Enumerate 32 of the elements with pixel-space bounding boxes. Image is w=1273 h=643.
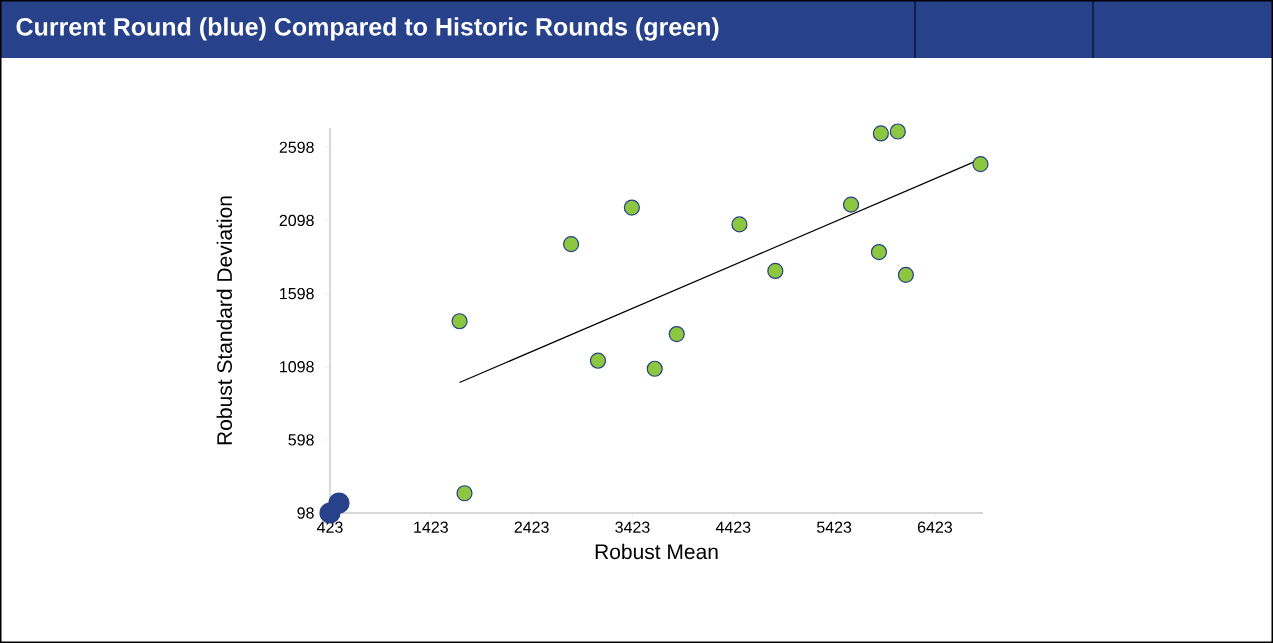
point (562, 236, 580, 253)
point (897, 266, 914, 283)
point (456, 485, 473, 502)
point (889, 123, 906, 140)
point (451, 313, 468, 330)
y-tick-label: 1098 (280, 361, 314, 373)
y-tick-label: 1598 (280, 287, 314, 300)
y-tick-label: 2598 (279, 141, 314, 153)
point (972, 156, 989, 173)
point (646, 360, 663, 377)
point (328, 492, 350, 514)
y-tick-label: 598 (288, 434, 314, 446)
y-tick-label: 2098 (279, 214, 314, 227)
x-tick-label: 4423 (715, 521, 751, 533)
y-axis-title: Robust Standard Deviation (216, 196, 233, 445)
x-tick-label: 5423 (816, 521, 852, 533)
point (623, 199, 640, 216)
x-tick-label: 2423 (514, 521, 549, 533)
x-tick-label: 423 (317, 521, 343, 533)
point (872, 125, 889, 142)
point (668, 326, 685, 343)
x-tick-label: 6423 (917, 521, 952, 533)
point (870, 243, 888, 261)
point (731, 216, 748, 233)
point (767, 262, 784, 280)
x-axis-title: Robust Mean (595, 543, 718, 560)
point (589, 352, 607, 369)
x-tick-label: 1423 (414, 521, 448, 533)
y-tick-label: 98 (297, 507, 314, 519)
x-tick-label: 3423 (615, 521, 650, 533)
chart-title: Current Round (blue) Compared to Historic Rounds (green) (16, 17, 719, 41)
point (842, 196, 860, 213)
